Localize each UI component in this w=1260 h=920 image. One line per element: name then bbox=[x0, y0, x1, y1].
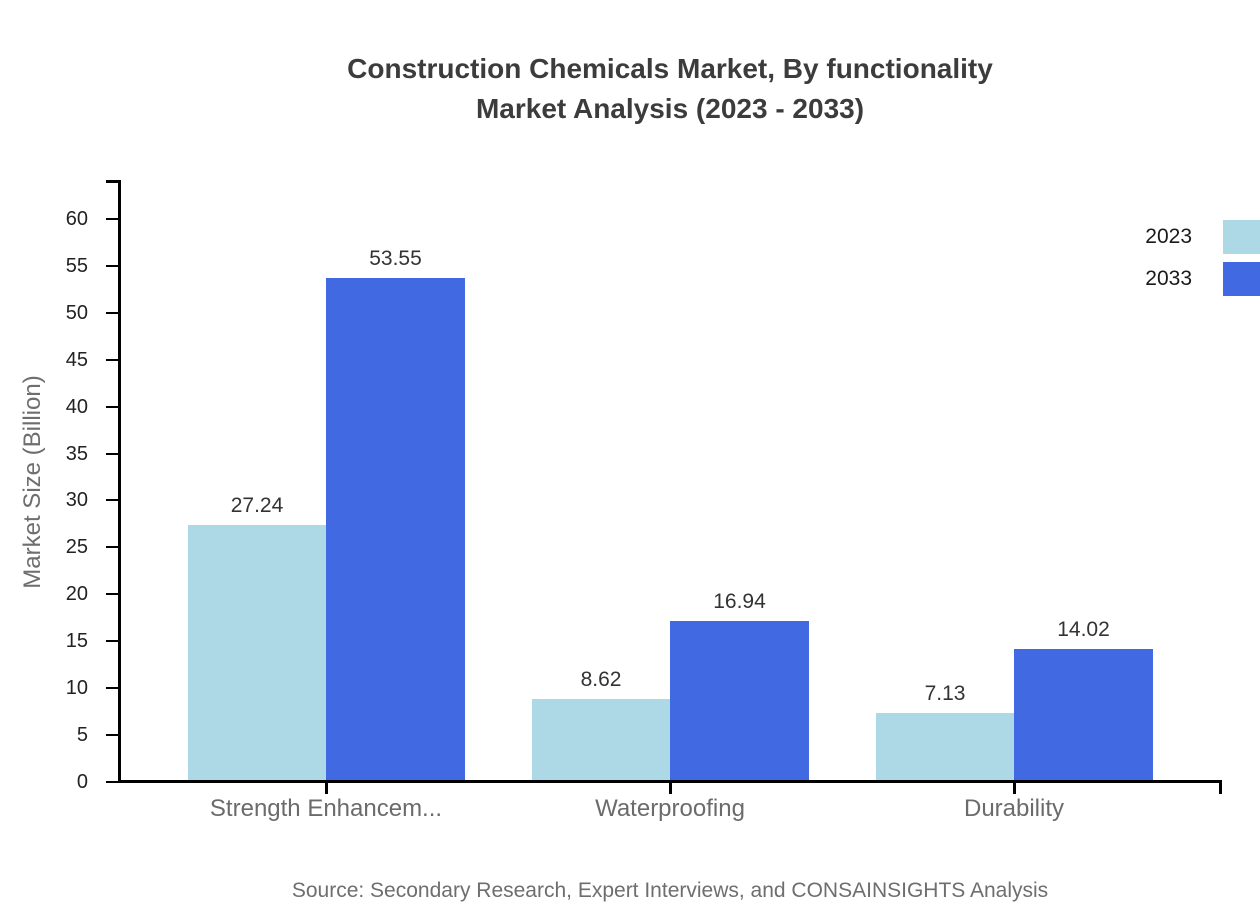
y-tick-mark bbox=[106, 734, 118, 736]
y-tick-mark bbox=[106, 312, 118, 314]
y-tick-mark bbox=[106, 406, 118, 408]
y-tick-label: 45 bbox=[65, 349, 88, 371]
bar-2023-2 bbox=[876, 713, 1014, 780]
bar-2033-0 bbox=[326, 278, 465, 780]
y-tick-mark bbox=[106, 546, 118, 548]
x-tick-mark bbox=[325, 783, 328, 794]
y-tick-label: 5 bbox=[76, 724, 88, 746]
y-tick-label: 20 bbox=[65, 583, 88, 605]
y-tick-label: 35 bbox=[65, 443, 88, 465]
y-tick-mark bbox=[106, 265, 118, 267]
y-tick-mark bbox=[106, 687, 118, 689]
y-tick-label: 15 bbox=[65, 630, 88, 652]
y-tick-mark bbox=[106, 453, 118, 455]
y-tick-label: 55 bbox=[65, 255, 88, 277]
y-tick-label: 0 bbox=[76, 771, 88, 793]
bar-2023-1 bbox=[532, 699, 670, 780]
y-axis-line bbox=[118, 180, 121, 783]
chart-title: Construction Chemicals Market, By functi… bbox=[80, 49, 1260, 129]
bar-value-label: 8.62 bbox=[580, 668, 622, 691]
bar-2033-1 bbox=[670, 621, 809, 780]
y-tick-label: 60 bbox=[65, 208, 88, 230]
bar-value-label: 27.24 bbox=[230, 494, 284, 517]
y-tick-label: 30 bbox=[65, 489, 88, 511]
chart-title-line2: Market Analysis (2023 - 2033) bbox=[475, 93, 865, 124]
y-tick-mark bbox=[106, 499, 118, 501]
legend-label-2023: 2023 bbox=[1145, 225, 1192, 248]
bar-value-label: 7.13 bbox=[924, 682, 966, 705]
chart-title-line1: Construction Chemicals Market, By functi… bbox=[347, 53, 993, 84]
legend-swatch-2033 bbox=[1223, 262, 1260, 296]
x-tick-mark bbox=[1013, 783, 1016, 794]
bar-value-label: 14.02 bbox=[1057, 618, 1110, 641]
y-tick-label: 40 bbox=[65, 396, 88, 418]
bar-2023-0 bbox=[188, 525, 326, 780]
y-tick-mark bbox=[106, 593, 118, 595]
y-tick-mark bbox=[106, 781, 118, 783]
source-note: Source: Secondary Research, Expert Inter… bbox=[291, 879, 1049, 902]
x-axis-category-label: Strength Enhancem... bbox=[209, 795, 443, 822]
legend-swatch-2023 bbox=[1223, 220, 1260, 254]
x-tick-mark bbox=[669, 783, 672, 794]
x-axis-end-tick bbox=[1219, 783, 1222, 794]
x-axis-category-label: Waterproofing bbox=[595, 795, 745, 822]
y-tick-label: 10 bbox=[65, 677, 88, 699]
x-axis-category-label: Durability bbox=[963, 795, 1065, 822]
y-tick-label: 25 bbox=[65, 536, 88, 558]
y-axis-end-tick bbox=[106, 180, 118, 183]
y-tick-mark bbox=[106, 640, 118, 642]
bar-value-label: 53.55 bbox=[369, 247, 422, 270]
bar-value-label: 16.94 bbox=[713, 590, 766, 613]
legend-label-2033: 2033 bbox=[1145, 267, 1192, 290]
y-tick-mark bbox=[106, 359, 118, 361]
y-tick-mark bbox=[106, 218, 118, 220]
x-axis-line bbox=[118, 780, 1222, 783]
y-tick-label: 50 bbox=[65, 302, 88, 324]
bar-2033-2 bbox=[1014, 649, 1153, 780]
